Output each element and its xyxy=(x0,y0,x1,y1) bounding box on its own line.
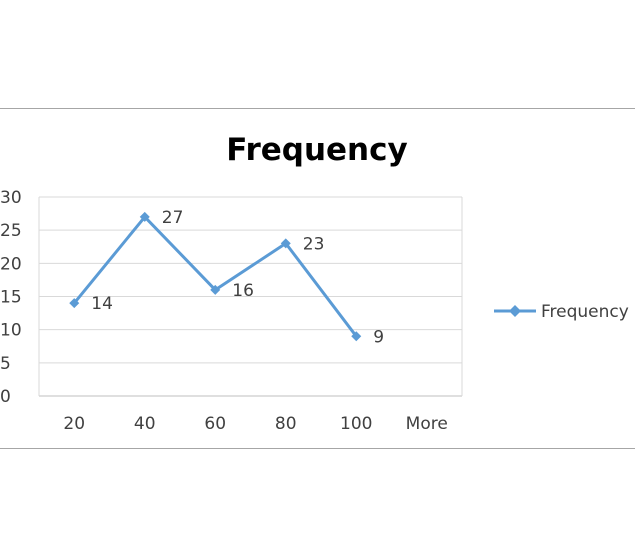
data-label-20: 14 xyxy=(91,294,113,314)
data-label-80: 23 xyxy=(303,234,325,254)
data-labels: 14 27 16 23 9 xyxy=(91,208,384,347)
x-axis-tick-labels: 20 40 60 80 100 More xyxy=(63,414,447,434)
data-point-100 xyxy=(351,331,362,342)
y-tick-label-30: 30 xyxy=(0,188,22,208)
legend-label-frequency: Frequency xyxy=(541,302,629,322)
data-label-100: 9 xyxy=(373,327,384,347)
data-point-60 xyxy=(210,284,221,295)
data-label-60: 16 xyxy=(232,281,254,301)
y-tick-label-5: 5 xyxy=(0,354,11,374)
x-tick-label-80: 80 xyxy=(275,414,297,434)
x-tick-label-20: 20 xyxy=(63,414,85,434)
series-frequency xyxy=(69,211,362,342)
y-tick-label-15: 15 xyxy=(0,288,22,308)
x-tick-label-100: 100 xyxy=(340,414,372,434)
legend: Frequency xyxy=(494,302,629,322)
legend-marker xyxy=(509,305,521,317)
x-tick-label-60: 60 xyxy=(204,414,226,434)
y-tick-label-25: 25 xyxy=(0,221,22,241)
chart-title: Frequency xyxy=(226,132,407,168)
data-point-40 xyxy=(139,211,150,222)
gridlines xyxy=(38,196,463,397)
x-tick-label-more: More xyxy=(406,414,448,434)
data-label-40: 27 xyxy=(162,208,184,228)
data-point-20 xyxy=(69,298,80,309)
x-tick-label-40: 40 xyxy=(134,414,156,434)
chart-frame-bottom-border xyxy=(0,448,635,449)
y-tick-label-0: 0 xyxy=(0,387,11,407)
chart-frame-top-border xyxy=(0,108,635,109)
data-point-80 xyxy=(280,238,291,249)
y-tick-label-20: 20 xyxy=(0,254,22,274)
y-tick-label-10: 10 xyxy=(0,321,22,341)
y-axis-tick-labels: 0 5 10 15 20 25 30 xyxy=(0,188,22,407)
